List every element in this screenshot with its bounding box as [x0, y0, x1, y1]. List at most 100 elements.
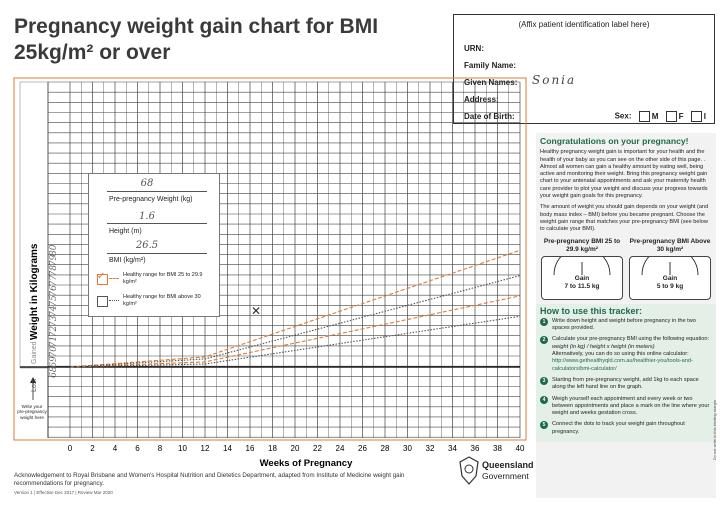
x-tick-label: 30 [403, 444, 412, 453]
family-name-label: Family Name: [464, 61, 517, 70]
sex-option-i[interactable]: I [690, 111, 706, 122]
x-tick-label: 6 [135, 444, 140, 453]
x-tick-label: 26 [358, 444, 367, 453]
x-tick-label: 14 [223, 444, 232, 453]
grey-dot-sample [109, 300, 119, 301]
x-tick-label: 4 [113, 444, 118, 453]
x-tick-label: 8 [158, 444, 163, 453]
check-mark-icon: ✓ [97, 271, 106, 282]
x-tick-label: 28 [381, 444, 390, 453]
chart-series: ✕ [69, 249, 521, 368]
given-names-value[interactable]: Sonia [532, 73, 577, 87]
bmi-label: BMI (kg/m²) [109, 257, 146, 264]
weight-line [107, 191, 207, 192]
handwritten-weight: 78 [49, 265, 59, 277]
x-axis-label: Weeks of Pregnancy [260, 458, 353, 469]
gain-word: Gain [662, 274, 678, 282]
range-box-30-plus: Pre-pregnancy BMI Above 30 kg/m² Gain 5 t… [628, 238, 712, 300]
handwritten-weight: 76 [49, 285, 59, 297]
x-tick-labels: 0 2 4 6 8 10 12 14 16 18 20 22 24 26 28 30 32 34 36 38 40 [68, 444, 525, 453]
weight-value[interactable]: 68 [140, 178, 154, 189]
x-tick-label: 24 [336, 444, 345, 453]
orange-dash-sample [109, 278, 119, 279]
series-line [69, 295, 521, 368]
checkbox-icon [638, 111, 650, 122]
dob-label: Date of Birth: [464, 112, 515, 121]
x-tick-label: 36 [471, 444, 480, 453]
gain-word: Gain [574, 274, 590, 282]
gov-name-1: Queensland [482, 460, 534, 470]
handwritten-weight: 73 [49, 315, 59, 327]
handwritten-weight: 74 [49, 305, 59, 317]
title-line-2: 25kg/m² or over [14, 41, 171, 64]
bmi-value[interactable]: 26.5 [135, 240, 159, 251]
checkbox-icon [690, 111, 702, 122]
weight-label: Pre-pregnancy Weight (kg) [109, 196, 193, 203]
x-tick-label: 40 [516, 444, 525, 453]
y-label-column [19, 81, 49, 369]
checkbox-icon [97, 296, 108, 307]
gauge-icon: Gain 5 to 9 kg [629, 255, 711, 300]
urn-label: URN: [464, 44, 484, 53]
series-line [69, 275, 521, 368]
x-tick-label: 32 [426, 444, 435, 453]
height-value[interactable]: 1.6 [139, 211, 155, 222]
handwritten-weight: 77 [49, 275, 59, 287]
x-tick-label: 38 [493, 444, 502, 453]
height-line [107, 223, 207, 224]
series-line [69, 315, 521, 368]
handwritten-weight: 68 [49, 366, 59, 378]
checkbox-icon [97, 274, 108, 285]
handwritten-weight: 80 [49, 244, 59, 256]
how-to-section: How to use this tracker: 1 Write down hei… [536, 303, 716, 443]
write-weight-note: Write your pre-pregnancy weight here [17, 404, 47, 420]
range-box-title: Pre-pregnancy BMI 25 to 29.9 kg/m² [543, 237, 621, 253]
sex-option-m[interactable]: M [638, 111, 658, 122]
gained-label: Gained [31, 341, 38, 364]
plotted-point: ✕ [251, 304, 261, 318]
checkbox-icon [665, 111, 677, 122]
arrow-up-icon [30, 377, 36, 383]
info-paragraph-1: Healthy pregnancy weight gain is importa… [540, 149, 708, 200]
page-title: Pregnancy weight gain chart for BMI 25kg… [14, 14, 444, 66]
bmi-legend-card: 68 Pre-pregnancy Weight (kg) 1.6 Height … [88, 173, 220, 317]
lost-label: Lost [31, 379, 38, 392]
height-label: Height (m) [109, 228, 142, 235]
gauge-icon: Gain 7 to 11.5 kg [541, 255, 623, 300]
bmi-calculator-link[interactable]: http://www.gethealthyqld.com.au/healthie… [552, 358, 693, 372]
range-box-25-29: Pre-pregnancy BMI 25 to 29.9 kg/m² Gain 7… [540, 238, 624, 300]
handwritten-weight: 79 [49, 254, 59, 266]
handwritten-weight: 75 [49, 295, 59, 307]
howto-title: How to use this tracker: [540, 305, 643, 316]
binding-margin-note: Do not write in this binding margin [712, 400, 717, 461]
x-tick-label: 10 [178, 444, 187, 453]
acknowledgement: Acknowledgement to Royal Brisbane and Wo… [14, 472, 405, 487]
address-label: Address: [464, 95, 499, 104]
handwritten-weight: 69 [49, 356, 59, 368]
x-tick-label: 18 [268, 444, 277, 453]
x-tick-label: 2 [90, 444, 95, 453]
legend-range-2-text: Healthy range for BMI above 30 kg/m² [123, 294, 201, 307]
label-hint: (Affix patient identification label here… [518, 20, 650, 29]
congrats-title: Congratulations on your pregnancy! [540, 136, 689, 146]
step-3: 3 Starting from pre-pregnancy weight, add… [540, 376, 712, 392]
y-axis-label: Weight in Kilograms [29, 243, 40, 340]
x-tick-label: 34 [448, 444, 457, 453]
sex-option-f[interactable]: F [665, 111, 684, 122]
x-tick-label: 0 [68, 444, 73, 453]
handwritten-weight: 72 [49, 326, 59, 338]
info-panel: Congratulations on your pregnancy! Healt… [536, 133, 716, 498]
gain-range: 7 to 11.5 kg [564, 282, 600, 290]
chart-grid [13, 77, 527, 441]
bmi-line [107, 253, 207, 254]
step-2: 2 Calculate your pre-pregnancy BMI using … [540, 336, 712, 372]
title-line-1: Pregnancy weight gain chart for BMI [14, 15, 379, 38]
crest-icon [459, 456, 479, 485]
given-names-label: Given Names: [464, 78, 518, 87]
step-5: 5 Connect the dots to track your weight g… [540, 421, 712, 436]
handwritten-weight: 70 [49, 346, 59, 358]
gain-range: 5 to 9 kg [656, 282, 684, 290]
step-1: 1 Write down height and weight before pre… [540, 317, 712, 333]
